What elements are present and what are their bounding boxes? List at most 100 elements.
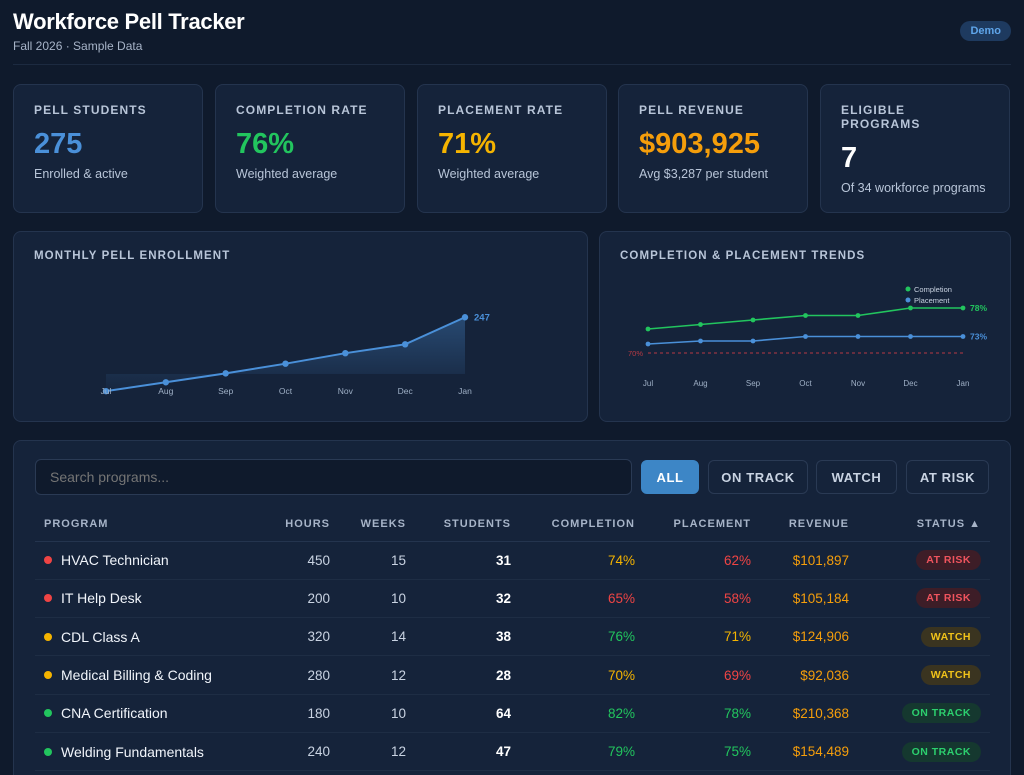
enrollment-chart-card: MONTHLY PELL ENROLLMENT Jul Aug Sep Oct Nov D… [13,231,588,422]
program-cell: Medical Billing & Coding [35,655,260,695]
weeks-cell: 10 [339,579,415,619]
weeks-cell: 15 [339,541,415,580]
kpi-card-placement-rate: PLACEMENT RATE 71% Weighted average [417,84,607,213]
completion-cell: 70% [520,655,644,695]
series-point [960,334,966,339]
hours-cell: 180 [260,694,339,733]
x-tick-label: Jan [458,386,472,396]
kpi-card-pell-revenue: PELL REVENUE $903,925 Avg $3,287 per stu… [618,84,808,213]
status-dot-icon [44,709,52,718]
status-dot-icon [44,632,52,641]
status-cell: WATCH [858,617,990,657]
search-input[interactable] [35,459,632,495]
program-cell: HVAC Technician [35,541,260,580]
students-cell: 32 [415,579,520,619]
table-row[interactable]: Welding Fundamentals 240 12 47 79% 75% $154,48… [35,732,990,772]
column-header-students[interactable]: STUDENTS [415,507,520,542]
table-header-row: PROGRAM HOURS WEEKS STUDENTS COMPLETION … [35,507,990,542]
weeks-cell: 14 [339,617,415,657]
table-row[interactable]: CNA Certification 180 10 64 82% 78% $210,368 ON… [35,694,990,733]
filter-watch-button[interactable]: WATCH [816,460,897,494]
x-tick-label: Nov [851,379,865,388]
column-header-placement[interactable]: PLACEMENT [644,507,760,542]
kpi-sub: Enrolled & active [34,167,128,181]
series-point [698,338,703,344]
kpi-sub: Weighted average [438,167,540,181]
placement-cell: 78% [644,694,760,733]
kpi-value: 7 [841,142,858,174]
status-dot-icon [44,747,52,756]
page-subtitle: Fall 2026 · Sample Data [13,39,143,53]
kpi-value: 71% [438,128,497,160]
status-cell: WATCH [858,655,990,695]
x-tick-label: Oct [279,386,293,396]
kpi-label: PELL REVENUE [639,103,744,117]
column-header-completion[interactable]: COMPLETION [520,507,644,542]
kpi-card-pell-students: PELL STUDENTS 275 Enrolled & active [13,84,203,213]
table-row[interactable]: HVAC Technician 450 15 31 74% 62% $101,897 AT R… [35,541,990,580]
table-row[interactable]: Medical Billing & Coding 280 12 28 70% 69% $92… [35,655,990,695]
x-tick-label: Aug [693,379,707,388]
x-tick-label: Oct [799,379,812,388]
enrollment-point [401,341,409,348]
table-row[interactable]: IT Help Desk 200 10 32 65% 58% $105,184 AT RISK [35,579,990,619]
column-header-program[interactable]: PROGRAM [35,507,260,542]
kpi-label: COMPLETION RATE [236,103,368,117]
column-header-status[interactable]: STATUS ▲ [858,507,990,542]
placement-cell: 62% [644,541,760,580]
legend-label: Placement [914,296,950,305]
program-name: Medical Billing & Coding [61,667,212,684]
column-header-weeks[interactable]: WEEKS [339,507,415,542]
end-value-label: 247 [474,312,490,323]
completion-cell: 79% [520,732,644,772]
column-header-revenue[interactable]: REVENUE [760,507,858,542]
revenue-cell: $154,489 [760,732,858,772]
filter-all-button[interactable]: ALL [641,460,699,494]
status-badge: ON TRACK [901,703,981,724]
x-tick-label: Aug [158,386,173,396]
page-header: Workforce Pell Tracker Fall 2026 · Sampl… [13,9,1011,65]
column-header-hours[interactable]: HOURS [260,507,339,542]
series-point [855,313,861,318]
program-name: IT Help Desk [61,590,142,607]
revenue-cell: $92,036 [760,655,858,695]
trends-chart-card: COMPLETION & PLACEMENT TRENDS 70% 78% Comp… [599,231,1011,422]
kpi-sub: Weighted average [236,167,338,181]
program-cell: IT Help Desk [35,579,260,619]
program-name: HVAC Technician [61,552,169,569]
x-tick-label: Sep [218,386,233,396]
students-cell: 64 [415,694,520,733]
enrollment-area [106,317,465,392]
x-tick-label: Dec [398,386,414,396]
demo-badge: Demo [960,21,1011,41]
reference-label: 70% [628,349,643,358]
placement-cell: 71% [644,617,760,657]
enrollment-point [342,349,349,357]
legend-label: Completion [914,285,952,294]
weeks-cell: 12 [339,655,415,695]
series-point [750,317,756,323]
kpi-card-completion-rate: COMPLETION RATE 76% Weighted average [215,84,405,213]
series-point [855,334,861,339]
legend-swatch [905,297,911,303]
completion-cell: 65% [520,579,644,619]
programs-table: PROGRAM HOURS WEEKS STUDENTS COMPLETION … [35,507,990,772]
filter-at-risk-button[interactable]: AT RISK [906,460,989,494]
kpi-label: PLACEMENT RATE [438,103,564,117]
program-name: CDL Class A [61,628,140,645]
kpi-value: 76% [236,128,295,160]
series-point [645,326,651,332]
enrollment-point [162,379,170,386]
weeks-cell: 10 [339,694,415,733]
legend-swatch [905,286,911,292]
revenue-cell: $124,906 [760,617,858,657]
x-tick-label: Sep [746,379,761,388]
kpi-label: PELL STUDENTS [34,103,147,117]
enrollment-point [222,370,229,377]
revenue-cell: $101,897 [760,541,858,580]
filter-on-track-button[interactable]: ON TRACK [708,460,808,494]
students-cell: 38 [415,617,520,657]
table-row[interactable]: CDL Class A 320 14 38 76% 71% $124,906 WATCH [35,617,990,657]
status-cell: AT RISK [858,541,990,580]
program-cell: Welding Fundamentals [35,732,260,772]
